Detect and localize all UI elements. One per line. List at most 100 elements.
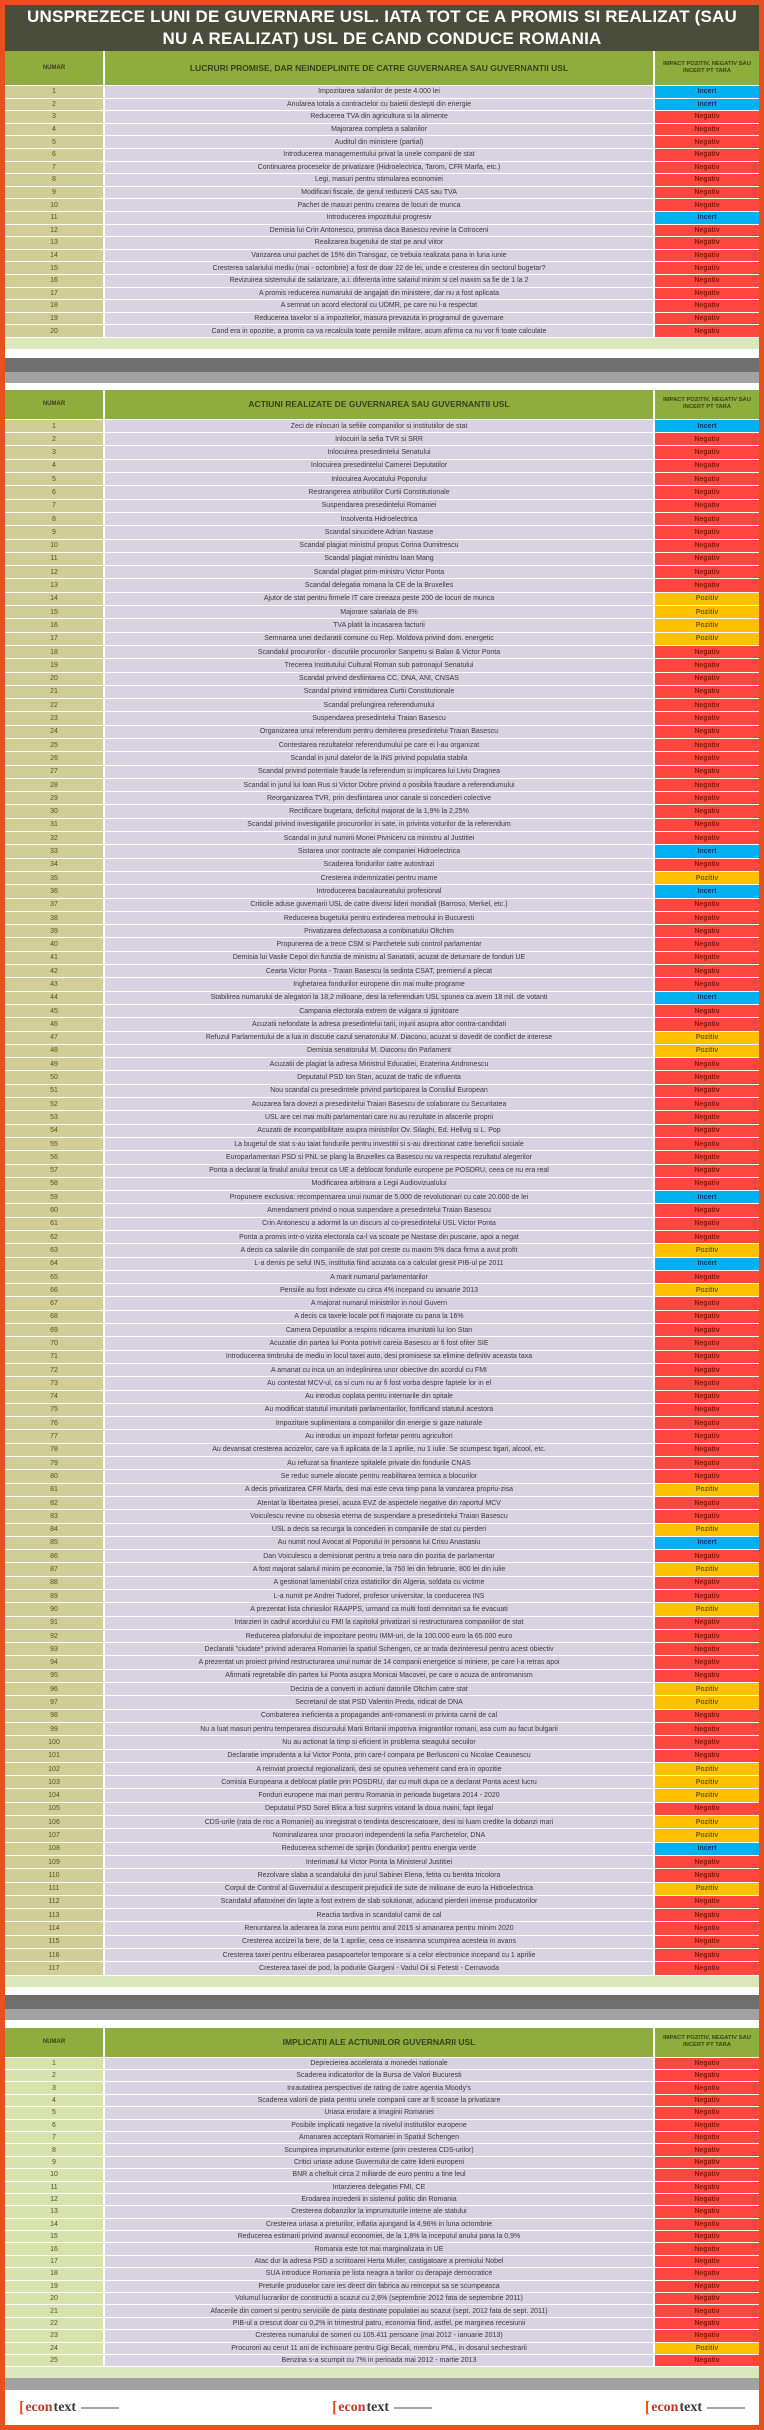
row-description: Ponta a promis intr-o vizita electorala … bbox=[105, 1230, 655, 1245]
row-number: 17 bbox=[5, 287, 105, 301]
table-row: 37 Criticile aduse guvernarii USL de catr… bbox=[5, 898, 759, 912]
econtext-logo: [econ text bbox=[19, 2399, 120, 2417]
table-row: 15 Reducerea estimarii privind avansul ec… bbox=[5, 2231, 759, 2244]
table-row: 42 Cearta Victor Ponta - Traian Basescu l… bbox=[5, 965, 759, 979]
row-description: Scandal in jurul datelor de la INS privi… bbox=[105, 752, 655, 766]
impact-badge: Pozitiv bbox=[655, 1829, 759, 1843]
row-number: 116 bbox=[5, 1949, 105, 1963]
row-description: Afacerile din comert si pentru serviciil… bbox=[105, 2305, 655, 2318]
row-number: 106 bbox=[5, 1816, 105, 1830]
row-description: Acuzatii de plagiat la adresa Ministrul … bbox=[105, 1058, 655, 1072]
row-description: Amendament privind o noua suspendare a p… bbox=[105, 1204, 655, 1218]
impact-badge: Negativ bbox=[655, 1058, 759, 1072]
impact-badge: Negativ bbox=[655, 739, 759, 753]
row-description: Insolventa Hidroelectrica bbox=[105, 512, 655, 527]
row-number: 67 bbox=[5, 1297, 105, 1311]
number-column-header: NUMAR bbox=[5, 51, 105, 86]
table-row: 54 Acuzatii de incompatibilitate asupra m… bbox=[5, 1124, 759, 1138]
row-number: 23 bbox=[5, 2330, 105, 2343]
impact-column-header: IMPACT POZITIV, NEGATIV SAU INCERT PT TA… bbox=[655, 389, 759, 420]
table-row: 56 Europarlamentari PSD si PNL se plang l… bbox=[5, 1151, 759, 1165]
impact-badge: Pozitiv bbox=[655, 1483, 759, 1497]
impact-badge: Negativ bbox=[655, 287, 759, 301]
row-number: 105 bbox=[5, 1802, 105, 1817]
impact-badge: Negativ bbox=[655, 1430, 759, 1444]
table-row: 78 Au devansat cresterea accizelor, care … bbox=[5, 1443, 759, 1458]
row-number: 6 bbox=[5, 486, 105, 500]
row-description: Rectificare bugetara, deficitul majorat … bbox=[105, 805, 655, 819]
table-row: 13 Realizarea bugetului de stat pe anul v… bbox=[5, 237, 759, 250]
row-description: Sistarea unor contracte ale companiei Hi… bbox=[105, 845, 655, 859]
table-row: 19 Reducerea taxelor si a impozitelor, ma… bbox=[5, 312, 759, 326]
row-description: Demisia lui Crin Antonescu, promisa daca… bbox=[105, 224, 655, 238]
row-number: 47 bbox=[5, 1031, 105, 1045]
row-description: Inlocuirea presedintelui Senatului bbox=[105, 446, 655, 460]
row-description: L-a numit pe Andrei Tudorel, profesor un… bbox=[105, 1590, 655, 1604]
impact-badge: Negativ bbox=[655, 752, 759, 766]
row-description: SUA introduce Romania pe lista neagra a … bbox=[105, 2268, 655, 2281]
row-number: 39 bbox=[5, 925, 105, 939]
impact-badge: Negativ bbox=[655, 1722, 759, 1737]
impact-badge: Negativ bbox=[655, 526, 759, 540]
impact-badge: Incert bbox=[655, 1842, 759, 1856]
row-description: Suspendarea presedintelui Traian Basescu bbox=[105, 712, 655, 726]
table-row: 16 Romania este tot mai marginalizata in … bbox=[5, 2243, 759, 2256]
impact-badge: Incert bbox=[655, 1191, 759, 1205]
row-number: 4 bbox=[5, 2094, 105, 2108]
row-description: Ponta a declarat la finalul anului trecu… bbox=[105, 1164, 655, 1178]
logo-text: text bbox=[53, 2399, 77, 2415]
table-row: 33 Sistarea unor contracte ale companiei … bbox=[5, 845, 759, 859]
table-row: 94 A prezentat un proiect privind restruc… bbox=[5, 1656, 759, 1670]
row-description: Critici uriase aduse Guvernului de catre… bbox=[105, 2156, 655, 2170]
impact-badge: Negativ bbox=[655, 2169, 759, 2182]
row-description: Scandal privind intimidarea Curtii Const… bbox=[105, 685, 655, 700]
impact-badge: Negativ bbox=[655, 459, 759, 474]
row-description: Erodarea increderii in sistemul politic … bbox=[105, 2193, 655, 2207]
row-number: 20 bbox=[5, 672, 105, 686]
table-row: 4 Scaderea valorii de piata pentru unele … bbox=[5, 2094, 759, 2108]
separator-green-row bbox=[5, 2367, 759, 2379]
row-number: 3 bbox=[5, 111, 105, 124]
impact-badge: Negativ bbox=[655, 1590, 759, 1604]
row-number: 6 bbox=[5, 148, 105, 162]
impact-badge: Negativ bbox=[655, 2255, 759, 2269]
row-number: 93 bbox=[5, 1643, 105, 1657]
row-description: Scandal privind investigatiile procurori… bbox=[105, 818, 655, 833]
table-row: 7 Continuarea proceselor de privatizare (… bbox=[5, 161, 759, 175]
impact-badge: Negativ bbox=[655, 1749, 759, 1763]
row-description: Secretarul de stat PSD Valentin Preda, r… bbox=[105, 1696, 655, 1710]
row-number: 36 bbox=[5, 885, 105, 899]
row-description: A prezentat lista chiriasilor RAAPPS, ur… bbox=[105, 1603, 655, 1617]
table-row: 100 Nu au actionat la timp si eficient in… bbox=[5, 1736, 759, 1750]
table-row: 11 Introducerea impozitului progresiv Ince… bbox=[5, 211, 759, 225]
table-row: 111 Corpul de Control al Guvernului a des… bbox=[5, 1882, 759, 1896]
row-number: 22 bbox=[5, 699, 105, 713]
row-description: Posibile implicatii negative la nivelul … bbox=[105, 2119, 655, 2132]
table-row: 40 Propunerea de a trece CSM si Parchetel… bbox=[5, 938, 759, 952]
impact-badge: Negativ bbox=[655, 951, 759, 966]
impact-badge: Negativ bbox=[655, 1643, 759, 1657]
row-description: Pensiile au fost indexate cu circa 4% in… bbox=[105, 1284, 655, 1298]
impact-badge: Negativ bbox=[655, 1909, 759, 1923]
impact-badge: Negativ bbox=[655, 111, 759, 124]
table-row: 45 Campania electorala extrem de vulgara … bbox=[5, 1004, 759, 1019]
row-number: 111 bbox=[5, 1882, 105, 1896]
impact-badge: Negativ bbox=[655, 1656, 759, 1670]
row-description: Cresterea dobanzilor la imprumuturile in… bbox=[105, 2206, 655, 2219]
separator-gray-band bbox=[5, 2008, 759, 2020]
row-number: 28 bbox=[5, 778, 105, 793]
table-actions: NUMAR ACTIUNI REALIZATE DE GUVERNAREA SA… bbox=[5, 389, 759, 1976]
row-number: 51 bbox=[5, 1084, 105, 1099]
impact-badge: Pozitiv bbox=[655, 1762, 759, 1777]
table-row: 46 Acuzatii nefondate la adresa presedint… bbox=[5, 1018, 759, 1032]
table-row: 38 Reducerea bugetului pentru extinderea … bbox=[5, 911, 759, 926]
impact-badge: Pozitiv bbox=[655, 1523, 759, 1537]
row-description: Nou scandal cu presedintele privind part… bbox=[105, 1084, 655, 1099]
row-description: Realizarea bugetului de stat pe anul vii… bbox=[105, 237, 655, 250]
row-number: 69 bbox=[5, 1324, 105, 1338]
impact-badge: Negativ bbox=[655, 262, 759, 275]
row-description: A gestionat lamentabil criza ostaticilor… bbox=[105, 1576, 655, 1590]
infographic-body: UNSPREZECE LUNI DE GUVERNARE USL. IATA T… bbox=[5, 5, 759, 2425]
row-number: 50 bbox=[5, 1071, 105, 1085]
row-description: Propunerea de a trece CSM si Parchetele … bbox=[105, 938, 655, 952]
